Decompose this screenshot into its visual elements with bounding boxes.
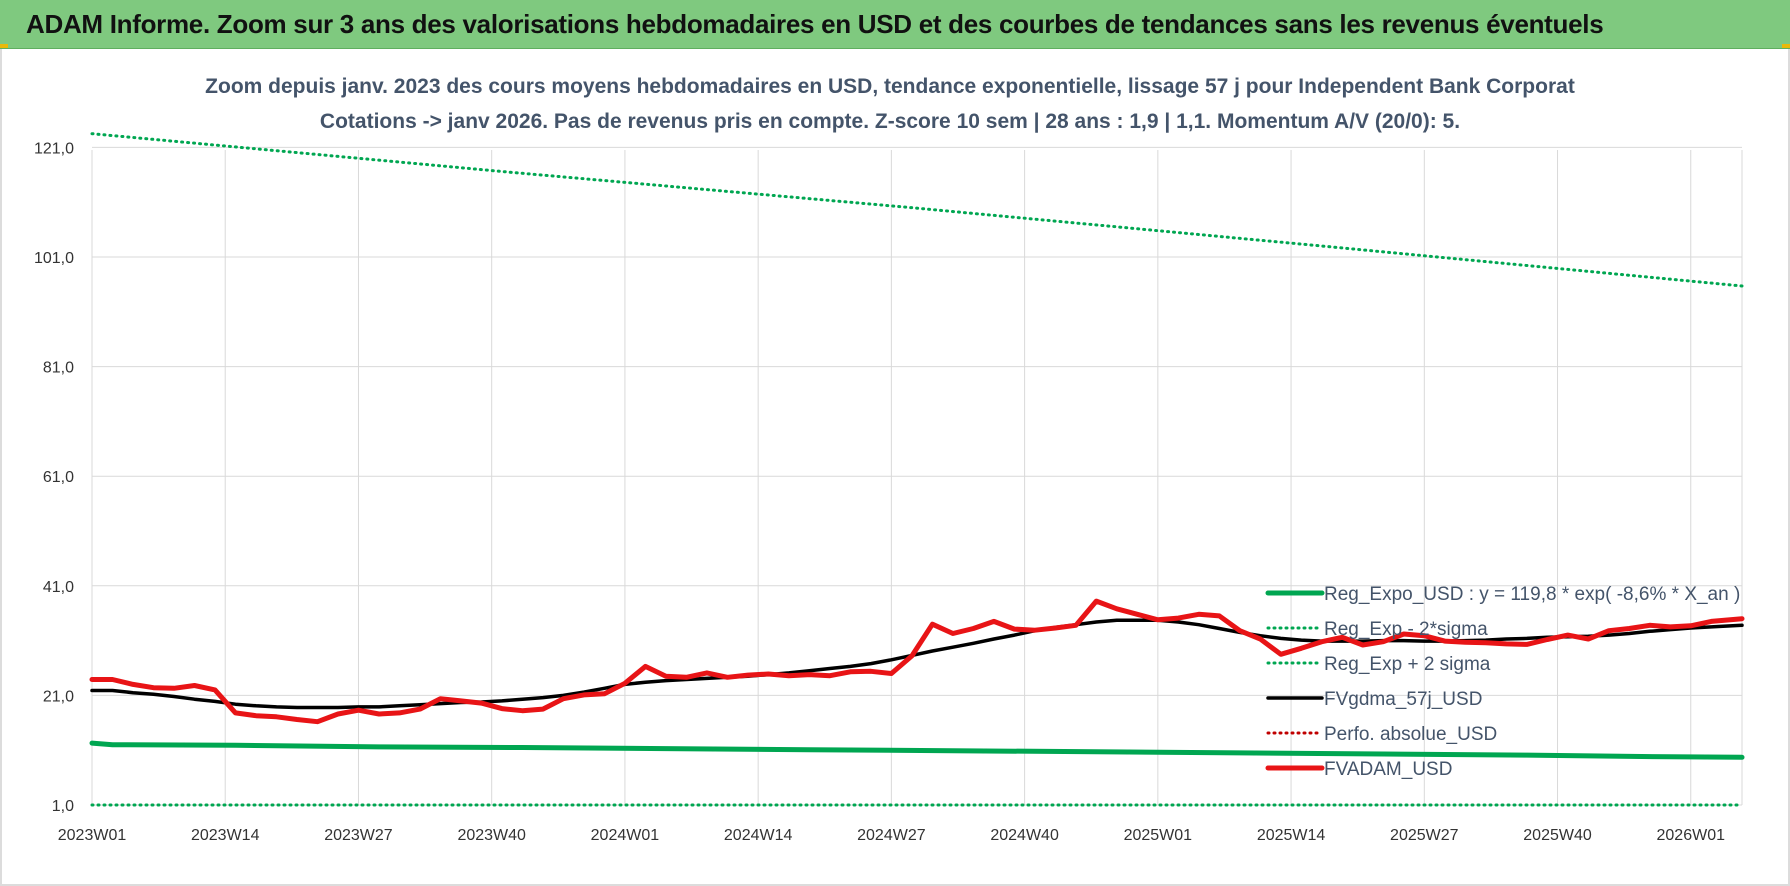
x-tick-label: 2025W01 [1124, 827, 1193, 844]
x-tick-label: 2025W27 [1390, 827, 1459, 844]
y-axis-ticks: 1,0 21,0 41,0 61,0 81,0 101,0 121,0 [34, 140, 74, 815]
series-lines [89, 132, 1745, 807]
x-tick-label: 2023W14 [191, 827, 260, 844]
x-tick-label: 2025W40 [1523, 827, 1592, 844]
legend-label: Perfo. absolue_USD [1324, 724, 1497, 745]
x-tick-label: 2023W40 [457, 827, 526, 844]
chart-title-line2: Cotations -> janv 2026. Pas de revenus p… [320, 110, 1460, 133]
x-tick-label: 2023W27 [324, 827, 393, 844]
chart-title-line1: Zoom depuis janv. 2023 des cours moyens … [205, 75, 1575, 98]
x-axis-ticks: 2023W01 2023W14 2023W27 2023W40 2024W01 2024W… [58, 827, 1725, 844]
legend: Reg_Expo_USD : y = 119,8 * exp( -8,6% * … [1265, 584, 1740, 780]
y-tick-label: 81,0 [43, 360, 74, 377]
legend-label: FVgdma_57j_USD [1324, 689, 1482, 710]
y-tick-label: 41,0 [43, 579, 74, 596]
series-line-reg-exp-2-sigma [90, 132, 1744, 288]
legend-label: Reg_Exp + 2 sigma [1324, 654, 1491, 675]
banner-corner-right [1782, 44, 1790, 48]
x-tick-label: 2024W14 [724, 827, 793, 844]
grid-lines [91, 146, 1743, 806]
x-tick-label: 2025W14 [1257, 827, 1326, 844]
y-tick-label: 121,0 [34, 140, 74, 157]
series-line-fvgdma-57j-usd [90, 618, 1744, 710]
x-tick-label: 2026W01 [1657, 827, 1726, 844]
banner-title: ADAM Informe. Zoom sur 3 ans des valoris… [26, 9, 1604, 39]
x-tick-label: 2024W01 [591, 827, 660, 844]
y-tick-label: 1,0 [52, 798, 74, 815]
legend-label: Reg_Expo_USD : y = 119,8 * exp( -8,6% * … [1324, 584, 1740, 605]
x-tick-label: 2023W01 [58, 827, 127, 844]
banner-corner-left [0, 44, 8, 48]
legend-label: Reg_Exp - 2*sigma [1324, 619, 1488, 640]
x-tick-label: 2024W27 [857, 827, 926, 844]
report-banner: ADAM Informe. Zoom sur 3 ans des valoris… [0, 0, 1790, 49]
legend-label: FVADAM_USD [1324, 759, 1452, 780]
y-tick-label: 21,0 [43, 688, 74, 705]
series-line-reg-expo-usd-y-119-8-exp-8-6-x-an [89, 740, 1745, 760]
x-tick-label: 2024W40 [990, 827, 1059, 844]
y-tick-label: 61,0 [43, 469, 74, 486]
y-tick-label: 101,0 [34, 250, 74, 267]
series-line-fvadam-usd [89, 598, 1745, 725]
